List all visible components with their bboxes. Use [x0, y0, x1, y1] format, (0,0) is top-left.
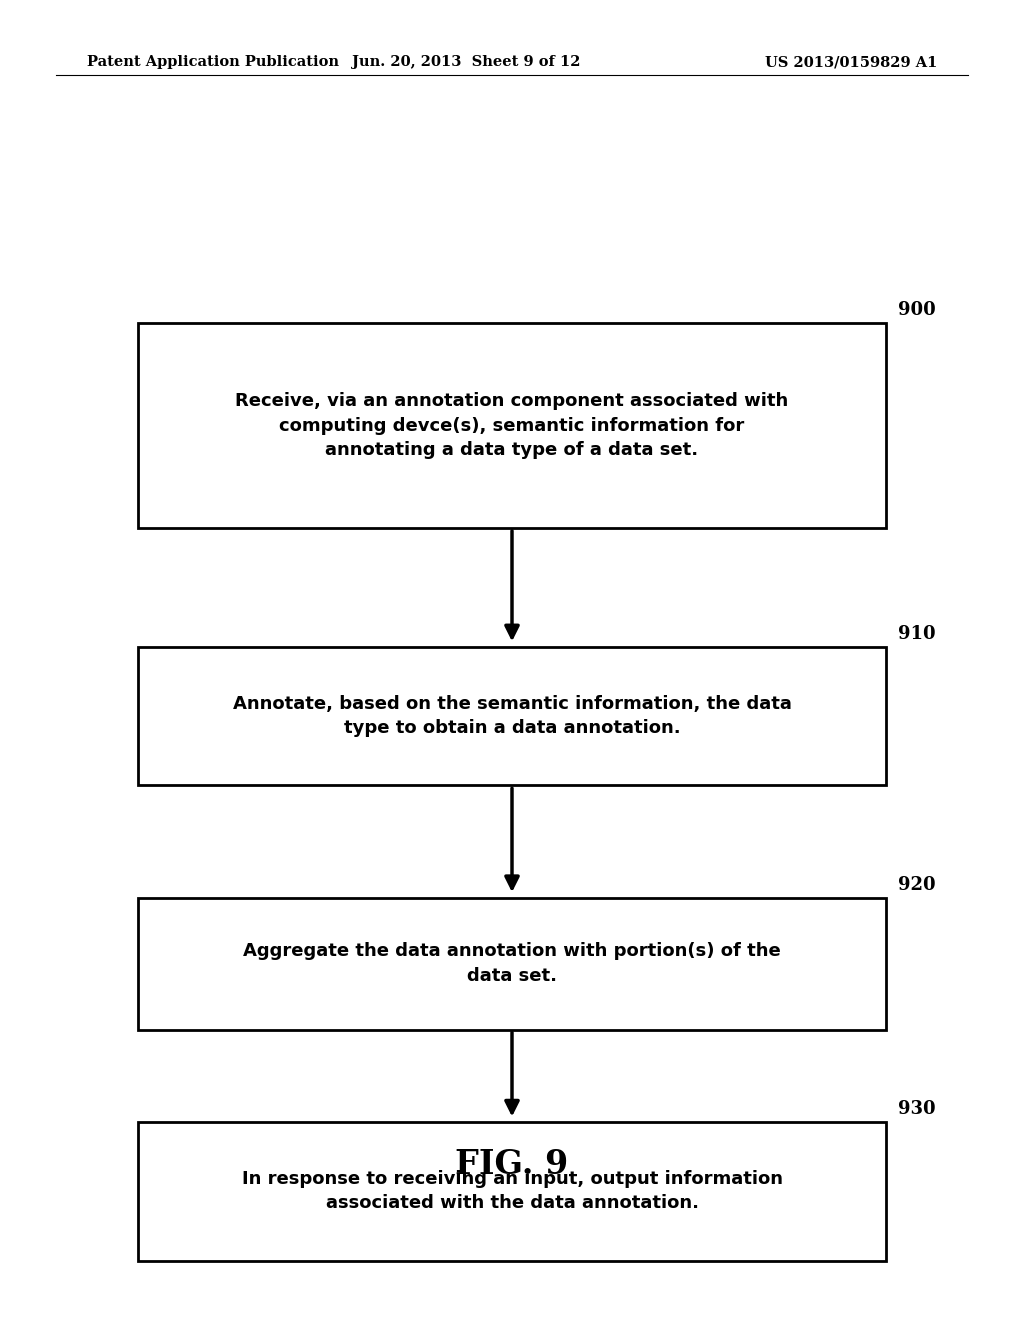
Text: 900: 900 — [898, 301, 936, 319]
Text: Annotate, based on the semantic information, the data
type to obtain a data anno: Annotate, based on the semantic informat… — [232, 694, 792, 738]
Text: 920: 920 — [898, 875, 936, 894]
Text: Receive, via an annotation component associated with
computing devce(s), semanti: Receive, via an annotation component ass… — [236, 392, 788, 459]
Text: 910: 910 — [898, 624, 936, 643]
Text: 930: 930 — [898, 1100, 936, 1118]
Bar — [138, 323, 886, 528]
Text: Jun. 20, 2013  Sheet 9 of 12: Jun. 20, 2013 Sheet 9 of 12 — [351, 55, 581, 69]
Bar — [138, 647, 886, 785]
Text: US 2013/0159829 A1: US 2013/0159829 A1 — [765, 55, 937, 69]
Text: FIG. 9: FIG. 9 — [456, 1147, 568, 1180]
Text: Patent Application Publication: Patent Application Publication — [87, 55, 339, 69]
Text: In response to receiving an input, output information
associated with the data a: In response to receiving an input, outpu… — [242, 1170, 782, 1213]
Text: Aggregate the data annotation with portion(s) of the
data set.: Aggregate the data annotation with porti… — [243, 942, 781, 985]
Bar — [138, 898, 886, 1030]
Bar — [138, 1122, 886, 1261]
